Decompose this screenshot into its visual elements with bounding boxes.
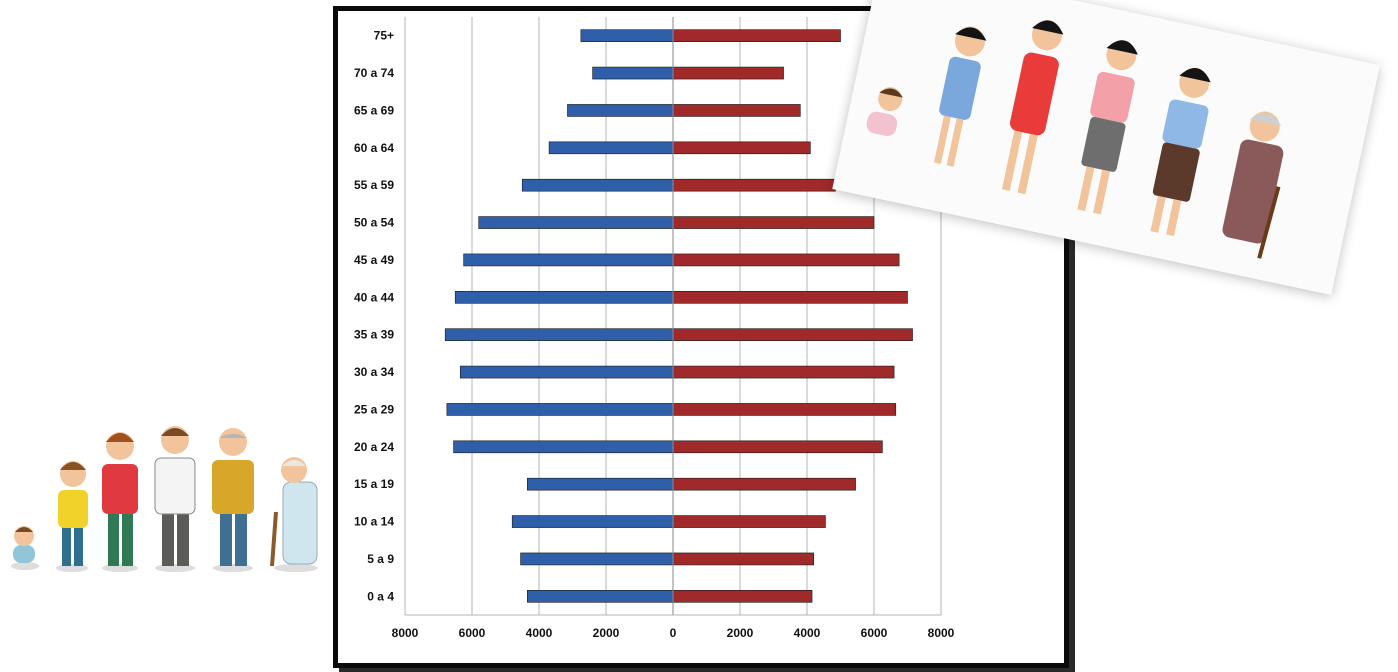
x-tick-label: 0 <box>670 626 677 640</box>
elderly-woman-figure <box>1222 111 1284 259</box>
category-label: 65 a 69 <box>354 103 394 117</box>
x-tick-label: 2000 <box>593 626 620 640</box>
category-label: 30 a 34 <box>354 365 394 379</box>
right-bar <box>672 440 883 454</box>
right-bar <box>672 141 811 155</box>
right-bar <box>672 328 913 341</box>
left-bar <box>459 365 674 379</box>
x-tick-label: 8000 <box>392 626 419 640</box>
x-tick-label: 2000 <box>727 626 754 640</box>
left-bar <box>446 403 674 416</box>
right-bar <box>672 403 897 416</box>
right-bar <box>672 216 875 229</box>
category-label: 0 a 4 <box>367 589 394 603</box>
left-bar <box>478 216 674 229</box>
category-label: 45 a 49 <box>354 253 394 267</box>
child-boy-figure <box>56 461 88 572</box>
category-label: 5 a 9 <box>367 552 394 566</box>
left-bar <box>580 29 674 42</box>
right-bar <box>672 552 814 566</box>
x-tick-label: 6000 <box>459 626 486 640</box>
middle-aged-man-figure <box>212 428 254 572</box>
left-bar <box>548 141 674 155</box>
right-bar <box>672 477 856 491</box>
left-bar <box>526 477 674 491</box>
category-label: 50 a 54 <box>354 216 394 230</box>
category-label: 70 a 74 <box>354 66 394 80</box>
right-bar <box>672 590 813 603</box>
young-woman-figure <box>1001 20 1064 195</box>
right-bar <box>672 178 836 192</box>
right-bar <box>672 253 900 267</box>
teen-boy-figure <box>102 432 138 572</box>
right-bar <box>672 365 895 379</box>
right-bar <box>672 291 908 304</box>
category-label: 35 a 39 <box>354 328 394 342</box>
left-bar <box>526 590 674 603</box>
elderly-man-figure <box>270 457 318 572</box>
x-tick-label: 6000 <box>861 626 888 640</box>
women-ages-illustration <box>832 0 1380 296</box>
men-ages-illustration <box>11 426 318 572</box>
left-bar <box>454 291 674 304</box>
left-bar <box>463 253 674 267</box>
left-bar <box>453 440 674 454</box>
adult-woman-figure <box>1077 40 1138 215</box>
category-label: 25 a 29 <box>354 402 394 416</box>
adult-man-figure <box>154 426 196 572</box>
population-pyramid-chart: 8000 6000 4000 2000 0 2000 4000 6000 8000 0 a 4 5 … <box>354 17 955 640</box>
category-label: 15 a 19 <box>354 477 394 491</box>
baby-girl-figure <box>866 87 903 137</box>
right-bar <box>672 515 826 528</box>
category-label: 60 a 64 <box>354 141 394 155</box>
left-bar <box>511 515 674 528</box>
left-bar <box>520 552 674 566</box>
left-bar <box>567 104 674 117</box>
left-bar <box>521 178 674 192</box>
left-bar <box>592 66 674 80</box>
baby-boy-figure <box>11 526 39 570</box>
x-tick-label: 4000 <box>526 626 553 640</box>
girl-figure <box>933 26 987 167</box>
right-bar <box>672 66 784 80</box>
x-tick-label: 8000 <box>928 626 955 640</box>
category-label: 40 a 44 <box>354 290 394 304</box>
left-bar <box>444 328 674 341</box>
right-bar <box>672 29 841 42</box>
category-label: 20 a 24 <box>354 440 394 454</box>
middle-aged-woman-figure <box>1150 67 1211 237</box>
category-label: 10 a 14 <box>354 515 394 529</box>
x-tick-label: 4000 <box>794 626 821 640</box>
category-label: 55 a 59 <box>354 178 394 192</box>
category-label: 75+ <box>374 29 394 43</box>
right-bar <box>672 104 801 117</box>
